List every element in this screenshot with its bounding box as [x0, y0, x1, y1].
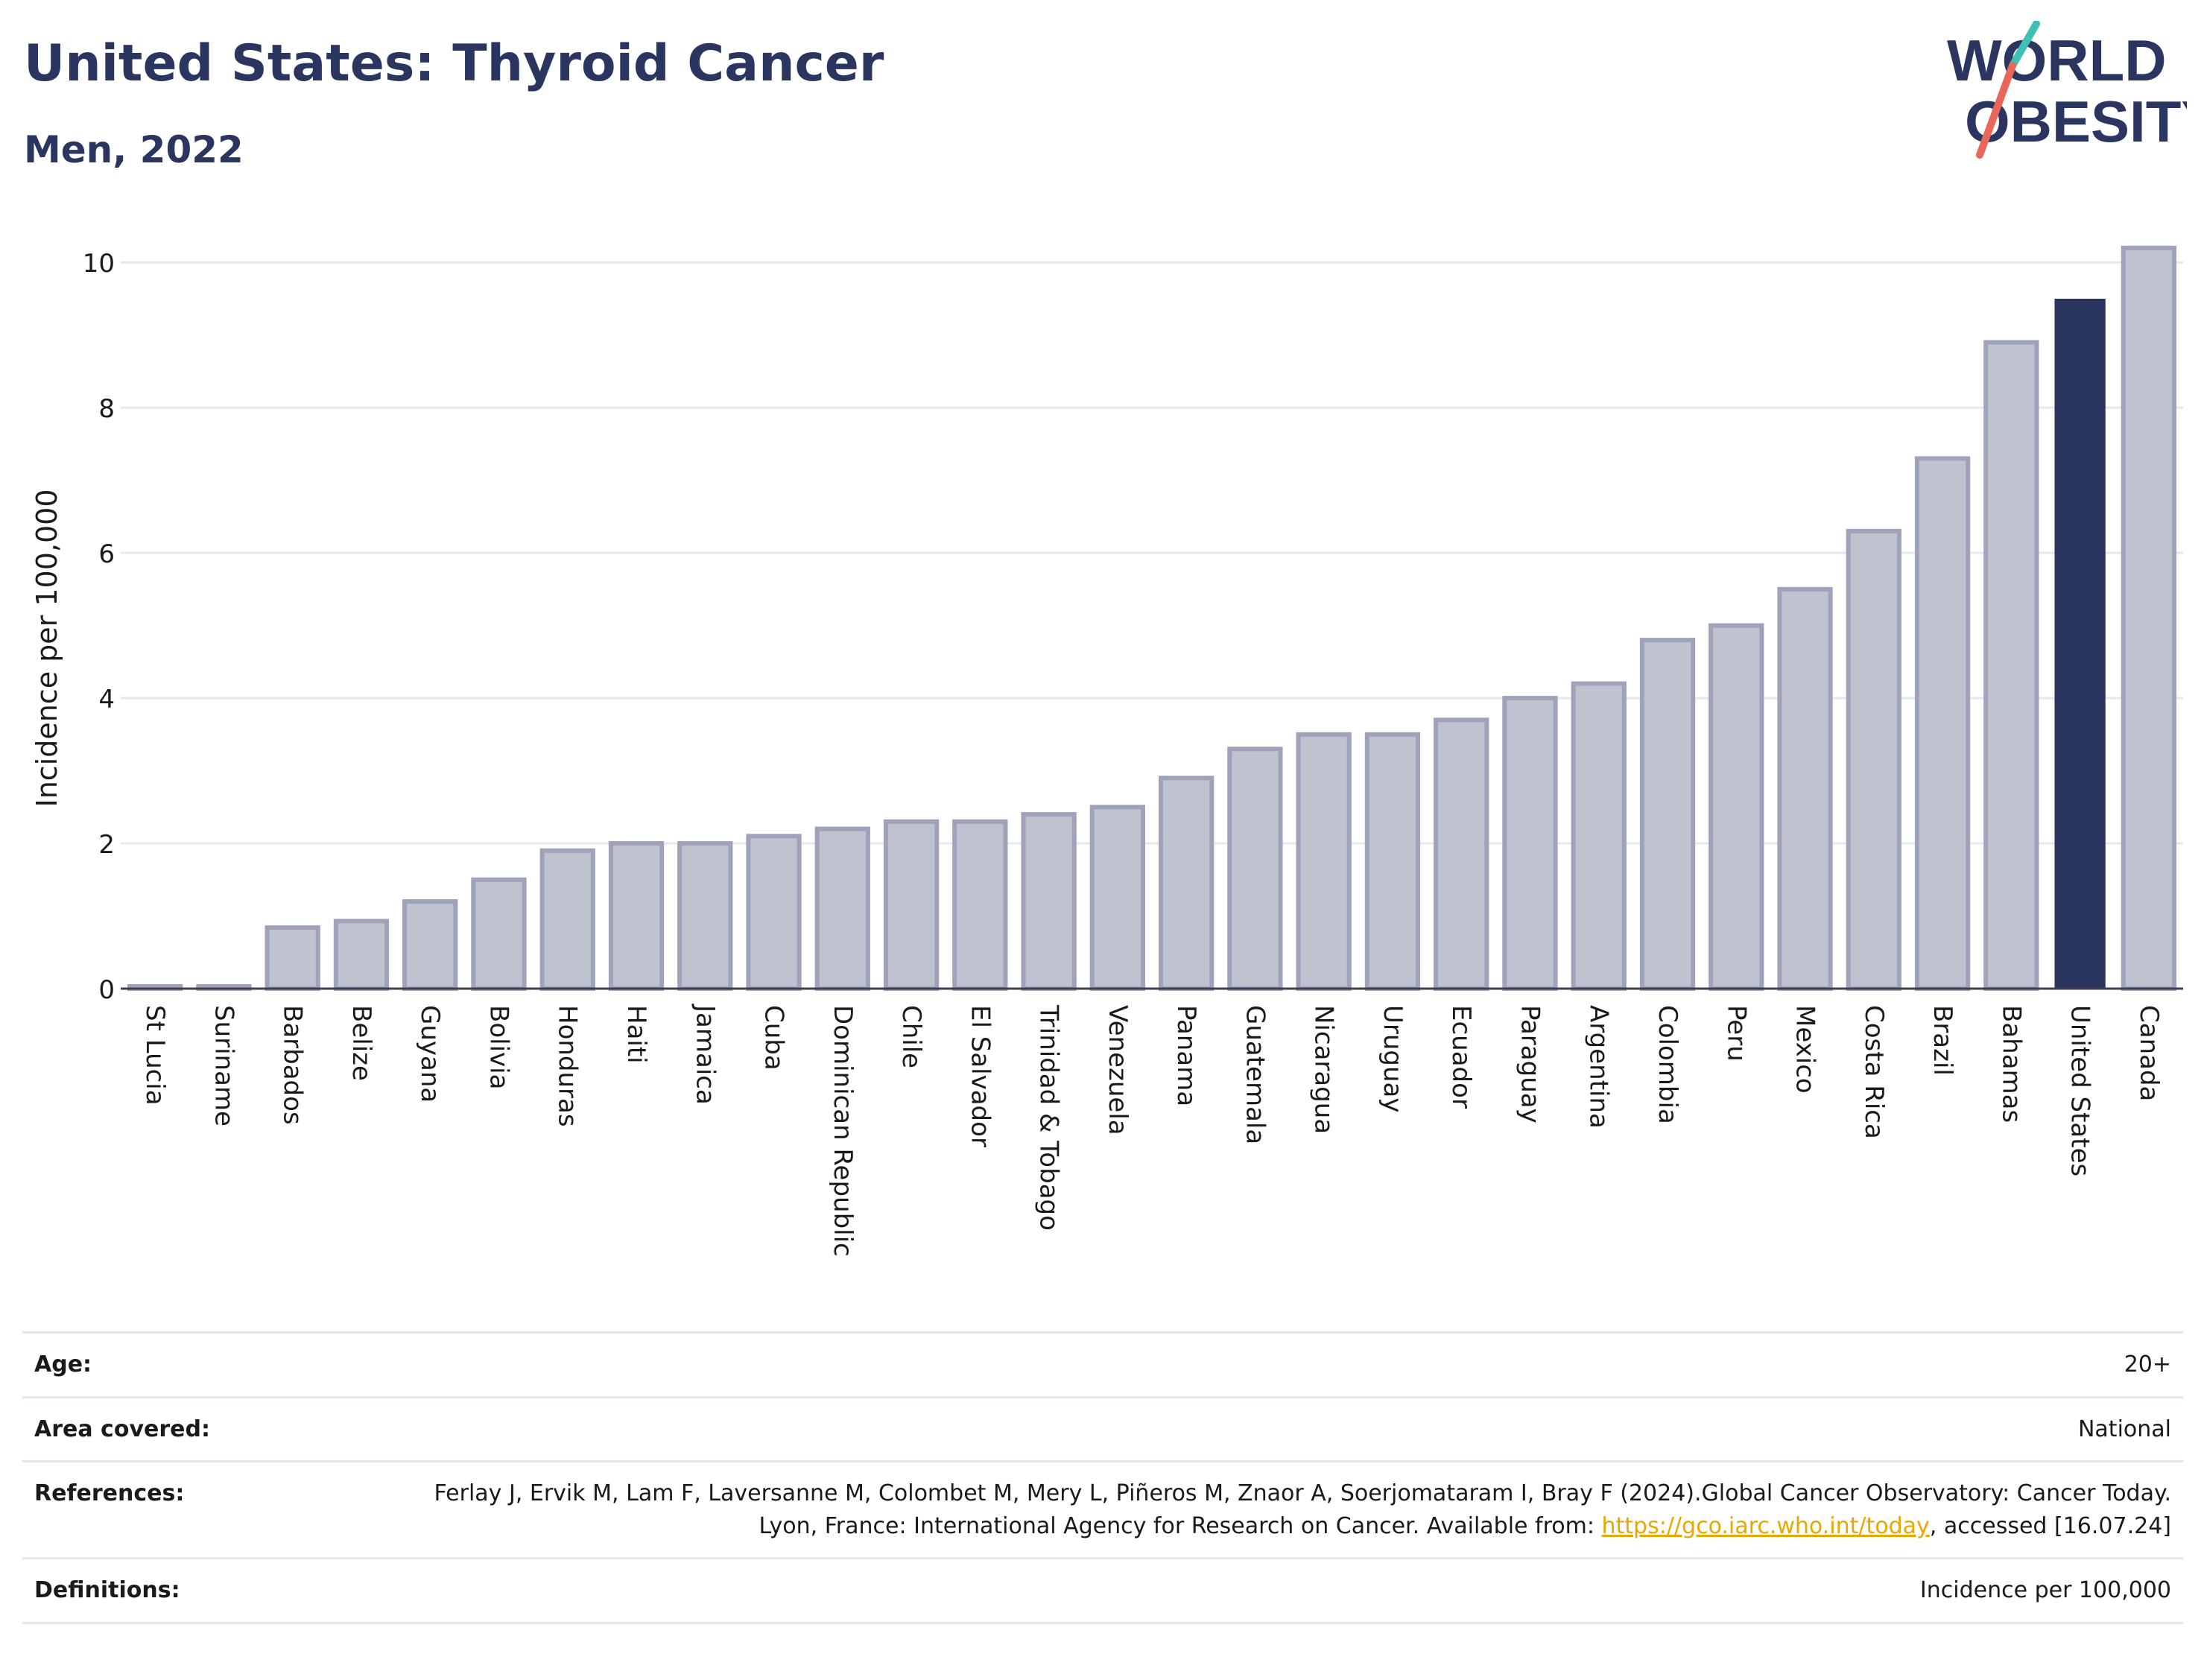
- x-tick-label: Mexico: [1790, 1005, 1820, 1094]
- x-tick-label: Panama: [1171, 1005, 1201, 1106]
- x-tick-label: Dominican Republic: [828, 1005, 858, 1257]
- references-text: Ferlay J, Ervik M, Lam F, Laversanne M, …: [434, 1480, 2171, 1539]
- bar-venezuela: [1089, 805, 1146, 991]
- x-tick-label: St Lucia: [140, 1005, 170, 1106]
- bar-guyana: [402, 899, 458, 992]
- x-tick-label: Nicaragua: [1309, 1005, 1339, 1134]
- bar-cuba: [746, 834, 802, 992]
- bar-chart: St Lucia Suriname Barbados Belize Guyana Boli…: [31, 245, 2183, 1257]
- x-tick-label: Venezuela: [1103, 1005, 1133, 1135]
- bar-united-states: [2054, 298, 2106, 989]
- references-link[interactable]: https://gco.iarc.who.int/today: [1601, 1512, 1930, 1539]
- bar-barbados: [265, 925, 320, 991]
- x-tick-label: Guyana: [415, 1005, 445, 1103]
- bar-panama: [1158, 776, 1215, 992]
- bar-uruguay: [1364, 732, 1421, 991]
- x-tick-label: Guatemala: [1240, 1005, 1270, 1144]
- bar-jamaica: [677, 841, 733, 992]
- y-tick-label: 0: [98, 975, 115, 1005]
- bar-bahamas: [1983, 340, 2039, 992]
- logo-slash-teal: [2009, 21, 2040, 69]
- bar-nicaragua: [1296, 732, 1352, 991]
- age-label: Age:: [22, 1331, 359, 1397]
- definitions-value: Incidence per 100,000: [359, 1557, 2183, 1624]
- x-tick-label: Cuba: [759, 1005, 789, 1071]
- references-suffix: , accessed [16.07.24]: [1929, 1512, 2171, 1539]
- area-label: Area covered:: [22, 1395, 359, 1462]
- bar-el-salvador: [952, 819, 1008, 991]
- bar-chile: [883, 819, 940, 991]
- x-tick-label: Colombia: [1653, 1005, 1682, 1124]
- x-tick-label: Argentina: [1584, 1005, 1614, 1129]
- bar-haiti: [608, 841, 665, 992]
- x-tick-label: El Salvador: [965, 1005, 995, 1147]
- x-tick-label: Suriname: [209, 1005, 238, 1126]
- x-tick-label: Bolivia: [484, 1005, 513, 1089]
- x-tick-label: Brazil: [1928, 1005, 1957, 1076]
- bar-ecuador: [1434, 717, 1489, 991]
- y-tick-label: 6: [98, 539, 115, 569]
- x-tick-label: Chile: [896, 1005, 926, 1068]
- bar-paraguay: [1502, 696, 1558, 992]
- bar-honduras: [539, 848, 595, 992]
- bar-belize: [333, 919, 390, 991]
- world-obesity-logo: WORLD OBESITY: [1947, 21, 2187, 159]
- x-tick-label: Costa Rica: [1859, 1005, 1889, 1139]
- area-value: National: [359, 1395, 2183, 1462]
- info-table: Age: 20+ Area covered: National Referenc…: [22, 1331, 2183, 1624]
- x-tick-label: Ecuador: [1446, 1005, 1476, 1109]
- y-axis-label: Incidence per 100,000: [31, 489, 63, 807]
- y-tick-label: 10: [83, 249, 115, 279]
- y-tick-labels: 0 2 4 6 8 10: [83, 249, 115, 1005]
- info-row-references: References: Ferlay J, Ervik M, Lam F, La…: [22, 1460, 2183, 1559]
- x-tick-label: Trinidad & Tobago: [1034, 1004, 1064, 1231]
- bar-peru: [1709, 623, 1764, 991]
- x-tick-label: Barbados: [278, 1005, 308, 1125]
- y-tick-label: 8: [98, 394, 115, 424]
- x-tick-label: Paraguay: [1515, 1005, 1545, 1123]
- bars: [121, 245, 2183, 992]
- info-row-definitions: Definitions: Incidence per 100,000: [22, 1557, 2183, 1624]
- info-row-age: Age: 20+: [22, 1331, 2183, 1397]
- bar-argentina: [1571, 681, 1627, 991]
- bar-costa-rica: [1846, 528, 1901, 991]
- bar-canada: [2121, 245, 2177, 991]
- x-tick-label: Uruguay: [1378, 1005, 1407, 1113]
- x-tick-label: Jamaica: [690, 1004, 720, 1105]
- logo-line1: WORLD: [1947, 28, 2167, 93]
- x-tick-label: United States: [2065, 1005, 2095, 1176]
- gridlines: [121, 261, 2183, 845]
- y-tick-label: 4: [98, 685, 115, 714]
- x-tick-label: Bahamas: [1996, 1005, 2026, 1123]
- logo-slash-coral: [1976, 62, 2016, 159]
- x-tick-label: Haiti: [621, 1005, 651, 1064]
- page-subtitle: Men, 2022: [24, 128, 244, 171]
- x-tick-label: Honduras: [553, 1005, 583, 1127]
- page-title: United States: Thyroid Cancer: [24, 34, 884, 93]
- bar-mexico: [1777, 586, 1833, 991]
- bar-colombia: [1639, 638, 1696, 991]
- bar-trinidad-tobago: [1021, 812, 1077, 991]
- y-tick-label: 2: [98, 830, 115, 860]
- references-value: Ferlay J, Ervik M, Lam F, Laversanne M, …: [359, 1460, 2183, 1559]
- x-tick-label: Belize: [346, 1005, 376, 1081]
- bar-dominican-republic: [814, 826, 870, 991]
- info-row-area: Area covered: National: [22, 1395, 2183, 1462]
- bar-guatemala: [1227, 747, 1283, 991]
- age-value: 20+: [359, 1331, 2183, 1397]
- x-tick-label: Peru: [1721, 1005, 1751, 1062]
- definitions-label: Definitions:: [22, 1557, 359, 1624]
- x-tick-labels: St Lucia Suriname Barbados Belize Guyana Boli…: [140, 1004, 2164, 1257]
- references-label: References:: [22, 1460, 359, 1559]
- x-tick-label: Canada: [2134, 1005, 2164, 1101]
- bar-brazil: [1914, 456, 1971, 991]
- bar-bolivia: [471, 877, 527, 991]
